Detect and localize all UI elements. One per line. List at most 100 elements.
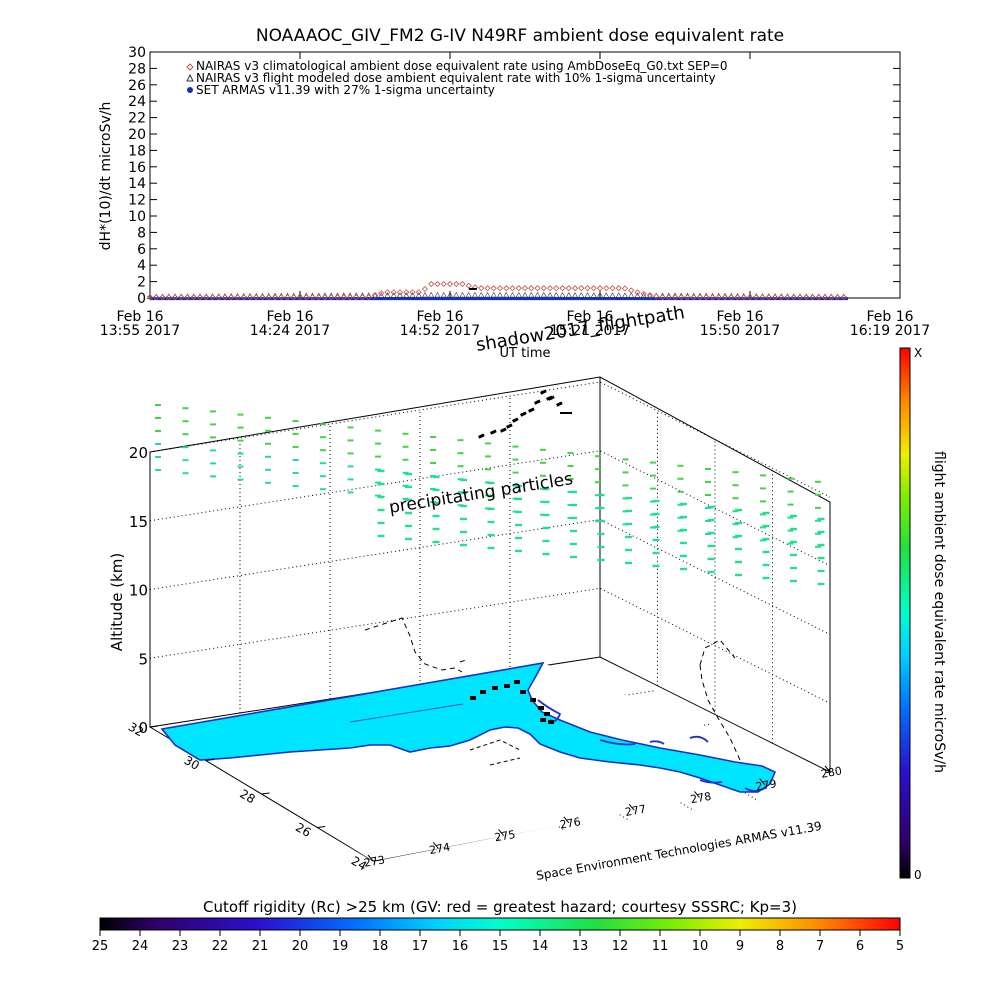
series-climatological-point (209, 294, 216, 301)
cutoff-colorbar (99, 917, 901, 931)
series-climatological-point (434, 280, 441, 288)
latitude-tick-label: 32 (126, 720, 146, 740)
longitude-tick (759, 778, 766, 786)
series-climatological-point (578, 285, 585, 292)
longitude-tick (498, 829, 504, 836)
series-modeled-point (334, 292, 341, 298)
flight-path-segment (556, 401, 563, 407)
cutoff-tick-label: 10 (692, 939, 709, 954)
flight-path-segment (478, 433, 485, 439)
series-modeled-point (453, 291, 460, 298)
cutoff-tick-label: 22 (212, 939, 229, 954)
longitude-tick (694, 791, 700, 798)
flight-ground-mark (544, 712, 550, 716)
flight-path-segment (528, 407, 535, 413)
longitude-tick-label: 279 (755, 777, 778, 793)
latitude-tick (261, 792, 270, 795)
series-modeled-point (565, 292, 572, 298)
top-y-tick-label: 26 (128, 78, 146, 94)
altitude-tick-label: 10 (129, 582, 148, 600)
top-y-tick-label: 10 (128, 209, 146, 225)
flight-ground-mark (504, 684, 510, 688)
series-climatological-point (428, 280, 435, 288)
series-climatological-point (803, 294, 810, 301)
altitude-tick-label: 5 (138, 650, 148, 668)
longitude-tick-label: 274 (428, 841, 451, 857)
series-modeled-point (346, 292, 354, 298)
chart-title: NOAAAOC_GIV_FM2 G-IV N49RF ambient dose … (256, 26, 784, 46)
series-climatological-point (684, 294, 691, 301)
cutoff-tick-label: 13 (572, 939, 589, 954)
cutoff-tick-label: 21 (252, 939, 269, 954)
series-climatological-point (334, 294, 341, 301)
series-climatological-point (509, 285, 516, 292)
series-climatological-point (153, 294, 160, 301)
series-climatological-point (753, 294, 760, 301)
longitude-tick (628, 803, 635, 811)
series-modeled-point (515, 291, 522, 298)
series-modeled-point (359, 292, 366, 298)
series-climatological-point (703, 294, 710, 301)
cutoff-tick-label: 6 (856, 939, 864, 954)
top-x-tick-label-line1: Feb 16 (416, 309, 463, 325)
series-modeled-point (596, 292, 604, 298)
series-climatological-point (296, 294, 304, 301)
series-modeled-point (365, 292, 372, 298)
series-modeled-point (315, 292, 322, 298)
latitude-tick (317, 826, 326, 828)
legend-entry: NAIRAS v3 climatological ambient dose eq… (196, 59, 728, 73)
series-modeled-point (465, 291, 472, 298)
series-climatological-point (240, 294, 247, 301)
latitude-tick (149, 725, 159, 728)
latitude-tick-label: 26 (293, 820, 313, 840)
series-climatological-point (590, 285, 597, 292)
series-climatological-point (734, 294, 741, 301)
series-modeled-point (378, 292, 385, 298)
series-climatological-point (353, 294, 360, 301)
top-y-tick-label: 20 (128, 127, 146, 143)
cutoff-tick-label: 5 (896, 939, 904, 954)
legend-entry: SET ARMAS v11.39 with 27% 1-sigma uncert… (196, 83, 495, 97)
particles-annotation: precipitating particles (388, 469, 575, 518)
series-climatological-point (321, 294, 329, 301)
series-climatological-point (440, 280, 447, 288)
series-modeled-point (546, 291, 554, 298)
series-climatological-point (328, 294, 335, 301)
flight-ground-mark (540, 718, 546, 722)
flight-path-segment (506, 423, 513, 429)
cutoff-tick-label: 11 (652, 939, 669, 954)
top-y-tick-label: 24 (128, 94, 146, 110)
series-climatological-point (721, 294, 729, 301)
flight-path-segment (490, 429, 497, 435)
top-y-tick-label: 28 (128, 61, 146, 77)
series-modeled-point (671, 292, 679, 299)
cutoff-tick-label: 7 (816, 939, 824, 954)
series-modeled-point (590, 292, 597, 298)
flight-ground-mark (492, 686, 498, 690)
altitude-axis-label: Altitude (km) (108, 553, 126, 651)
series-climatological-point (659, 294, 666, 301)
series-climatological-point (190, 294, 197, 301)
series-climatological-point (284, 294, 291, 301)
series-modeled-point (396, 292, 404, 298)
series-climatological-point (303, 294, 310, 301)
series-modeled-point (309, 292, 316, 299)
top-y-tick-label: 18 (128, 143, 146, 159)
top-y-tick-label: 30 (128, 45, 146, 61)
series-climatological-point (278, 294, 285, 301)
series-climatological-point (559, 285, 566, 292)
series-climatological-point (640, 290, 647, 297)
series-climatological-point (528, 285, 535, 292)
series-climatological-point (815, 294, 822, 301)
series-climatological-point (253, 294, 260, 301)
series-climatological-point (359, 294, 366, 301)
latitude-tick-label: 28 (237, 787, 257, 807)
series-climatological-point (784, 294, 791, 301)
series-climatological-point (340, 294, 347, 301)
dose-colorbar-bottom-label: 0 (914, 868, 922, 882)
top-y-tick-label: 4 (137, 258, 146, 274)
flight-path-segment (548, 395, 555, 401)
cutoff-tick-label: 19 (332, 939, 349, 954)
